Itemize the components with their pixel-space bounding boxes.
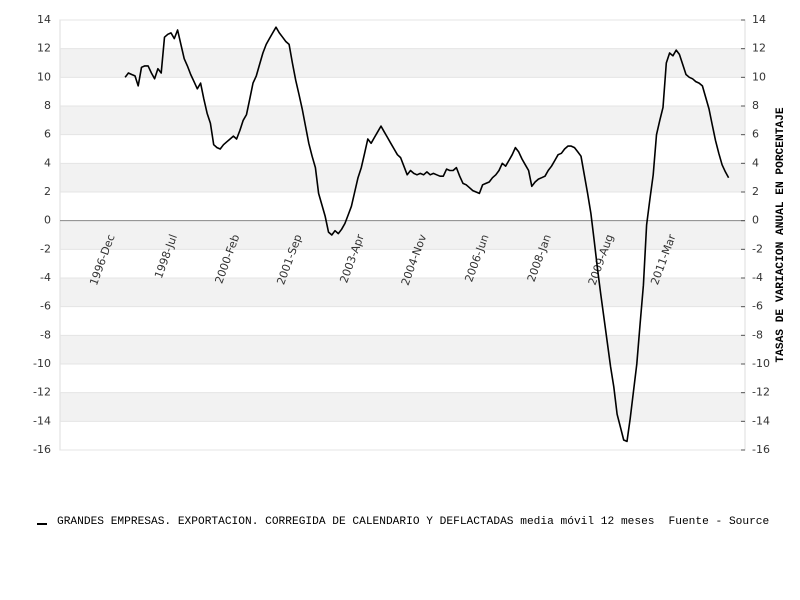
- grid-band: [60, 335, 745, 364]
- y-tick-label: -10: [33, 357, 51, 370]
- data-line: [124, 26, 730, 443]
- y-tick-label: 10: [37, 70, 51, 83]
- y-tick-label: -6: [40, 300, 51, 313]
- grid-band: [60, 392, 745, 422]
- grid-band: [60, 278, 745, 307]
- y2-tick-label: 12: [752, 42, 766, 55]
- y-tick-label: 14: [37, 13, 51, 26]
- y-tick-label: 0: [44, 214, 51, 227]
- y2-tick-label: -14: [752, 414, 770, 427]
- y2-tick-label: -8: [752, 328, 763, 341]
- y-tick-label: -4: [40, 271, 51, 284]
- y2-tick-label: -4: [752, 271, 763, 284]
- y2-tick-label: 2: [752, 185, 759, 198]
- grid-band: [60, 48, 745, 78]
- y2-tick-label: 10: [752, 70, 766, 83]
- y-tick-label: -8: [40, 328, 51, 341]
- y-tick-label: 2: [44, 185, 51, 198]
- legend: GRANDES EMPRESAS. EXPORTACION. CORREGIDA…: [57, 516, 769, 528]
- y2-tick-label: -2: [752, 242, 763, 255]
- legend-label: GRANDES EMPRESAS. EXPORTACION. CORREGIDA…: [57, 516, 655, 528]
- y-tick-label: 4: [44, 156, 51, 169]
- y-tick-label: -2: [40, 242, 51, 255]
- y-tick-label: 12: [37, 42, 51, 55]
- y2-tick-label: 14: [752, 13, 766, 26]
- y-tick-label: 6: [44, 128, 51, 141]
- y-tick-label: -16: [33, 443, 51, 456]
- grid-band: [60, 106, 745, 135]
- y-tick-label: 8: [44, 99, 51, 112]
- y2-tick-label: -6: [752, 300, 763, 313]
- y2-tick-label: 6: [752, 128, 759, 141]
- source: Fuente - Source: [669, 516, 770, 528]
- y2-tick-label: 0: [752, 214, 759, 227]
- y2-axis-title: TASAS DE VARIACION ANUAL EN PORCENTAJE: [775, 107, 787, 362]
- y2-tick-label: 4: [752, 156, 759, 169]
- y2-tick-label: -12: [752, 386, 770, 399]
- y-tick-label: -12: [33, 386, 51, 399]
- y2-tick-label: -10: [752, 357, 770, 370]
- y-tick-label: -14: [33, 414, 51, 427]
- y2-tick-label: -16: [752, 443, 770, 456]
- grid-band: [60, 163, 745, 192]
- y2-tick-label: 8: [752, 99, 759, 112]
- grid-band: [60, 220, 745, 250]
